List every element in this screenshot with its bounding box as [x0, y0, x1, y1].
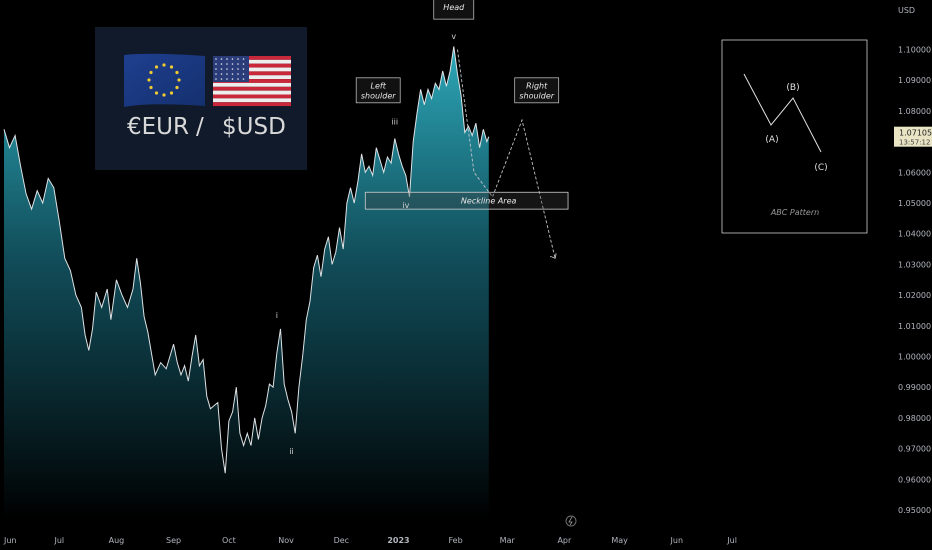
- y-tick-label: 0.99000: [898, 383, 931, 392]
- annotation-text: shoulder: [519, 91, 554, 100]
- wave-label-ii: ii: [289, 447, 293, 456]
- x-tick-label: May: [611, 536, 628, 545]
- x-tick-label: Aug: [109, 536, 125, 545]
- price-axis[interactable]: 1.100001.090001.080001.070001.060001.050…: [898, 46, 931, 516]
- abc-label-c: (C): [814, 163, 827, 173]
- abc-pattern-box: (B) (A) (C) ABC Pattern: [721, 39, 868, 234]
- wave-label-iv: iv: [402, 201, 409, 210]
- wave-label-i: i: [276, 311, 278, 320]
- x-tick-label: Jul: [726, 536, 737, 545]
- abc-pattern-line: [743, 73, 822, 153]
- neckline-area-label: Neckline Area: [461, 197, 517, 206]
- usd-label: $USD: [222, 114, 286, 140]
- abc-pattern-title: ABC Pattern: [770, 208, 819, 217]
- x-tick-label: 2023: [387, 536, 409, 545]
- eu-flag-icon: [124, 53, 205, 107]
- y-tick-label: 1.02000: [898, 291, 931, 300]
- annotation-text: Right: [526, 81, 548, 90]
- y-tick-label: 1.04000: [898, 230, 931, 239]
- y-tick-label: 1.03000: [898, 260, 931, 269]
- x-tick-label: Apr: [557, 536, 572, 545]
- x-tick-label: Nov: [278, 536, 294, 545]
- countdown-value: 13:57:12: [899, 139, 930, 147]
- annotation-box: [514, 77, 560, 104]
- annotation-box: [433, 0, 475, 20]
- y-tick-label: 1.10000: [898, 46, 931, 55]
- y-tick-label: 1.09000: [898, 76, 931, 85]
- x-tick-label: Jun: [670, 536, 684, 545]
- y-tick-label: 0.96000: [898, 475, 931, 484]
- y-tick-label: 1.01000: [898, 322, 931, 331]
- us-flag-icon: [213, 56, 291, 107]
- annotation-box: [355, 77, 401, 104]
- x-tick-label: Jul: [53, 536, 64, 545]
- last-price-tag: 1.07105 13:57:12: [894, 126, 932, 147]
- annotation-text: shoulder: [361, 91, 396, 100]
- slash-label: /: [196, 114, 204, 140]
- x-tick-label: Oct: [222, 536, 236, 545]
- eur-label: €EUR: [127, 114, 189, 140]
- x-tick-label: Feb: [449, 536, 463, 545]
- wave-label-v: v: [451, 32, 456, 41]
- y-tick-label: 0.97000: [898, 445, 931, 454]
- y-tick-label: 0.98000: [898, 414, 931, 423]
- wave-label-iii: iii: [391, 118, 398, 127]
- lightning-icon[interactable]: [565, 515, 577, 527]
- x-tick-label: Jun: [3, 536, 17, 545]
- currency-label: USD: [898, 6, 915, 15]
- abc-label-a: (A): [765, 135, 778, 145]
- y-tick-label: 1.00000: [898, 353, 931, 362]
- price-area-fill: [4, 46, 489, 521]
- y-tick-label: 1.06000: [898, 168, 931, 177]
- last-price-value: 1.07105: [899, 129, 932, 138]
- time-axis[interactable]: Jun Jul Aug Sep Oct Nov Dec 2023 Feb Mar Apr May Jun…: [3, 536, 737, 545]
- y-tick-label: 1.08000: [898, 107, 931, 116]
- y-tick-label: 0.95000: [898, 506, 931, 515]
- annotation-head: Head: [433, 0, 475, 20]
- neckline-area-box: [364, 191, 569, 210]
- annotation-text: Head: [443, 3, 465, 12]
- abc-pattern-frame: [721, 39, 868, 234]
- annotation-text: Left: [371, 81, 387, 90]
- y-tick-label: 1.05000: [898, 199, 931, 208]
- price-line: [3, 46, 490, 474]
- x-tick-label: Sep: [166, 536, 181, 545]
- eurusd-banner: €EUR / $USD: [95, 27, 307, 170]
- x-tick-label: Dec: [334, 536, 349, 545]
- projection-path: [457, 49, 556, 259]
- abc-label-b: (B): [786, 83, 799, 93]
- x-tick-label: Mar: [500, 536, 516, 545]
- projection-arrow-icon: [549, 253, 557, 259]
